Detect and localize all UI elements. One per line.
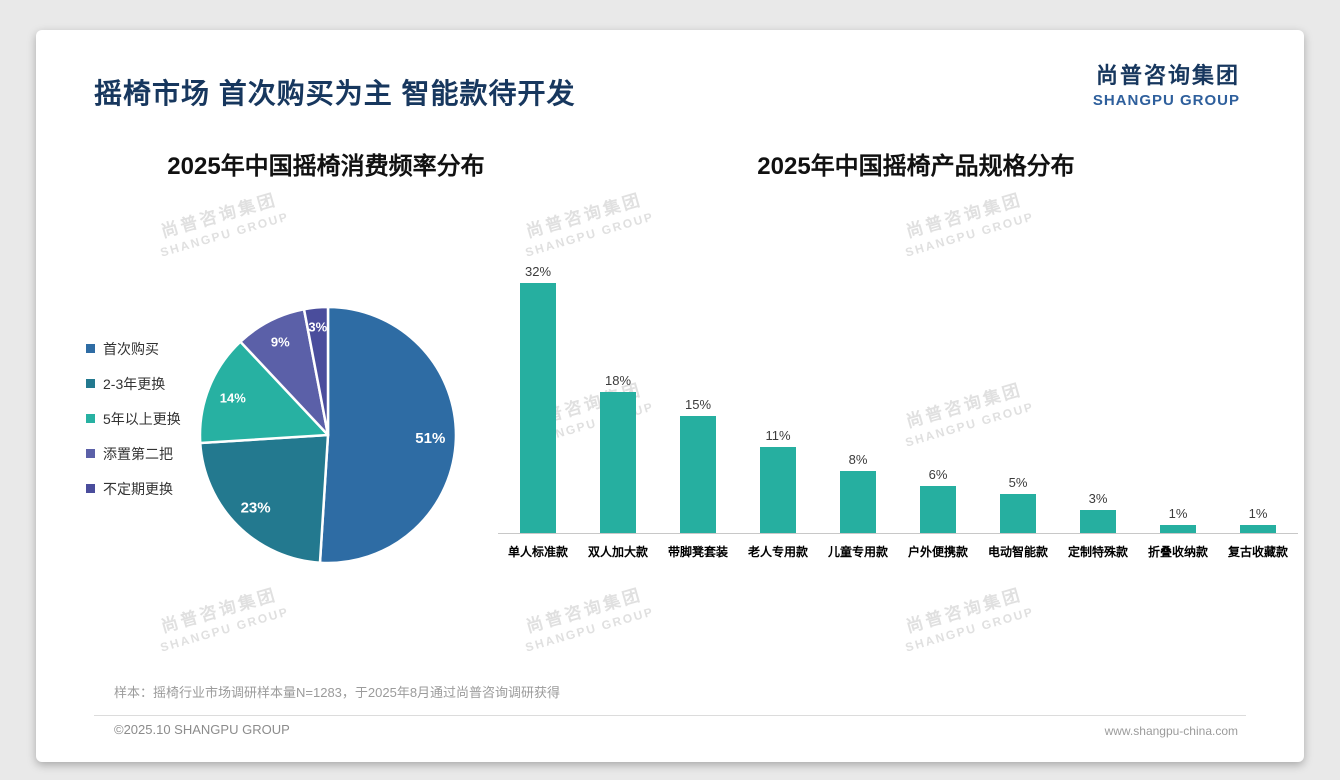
bar-value-label: 1%	[1248, 506, 1268, 522]
pie-slice	[302, 305, 330, 437]
legend-label: 添置第二把	[103, 445, 173, 462]
bar-value-label: 8%	[848, 451, 868, 467]
company-logo: 尚普咨询集团 SHANGPU GROUP	[1093, 58, 1240, 109]
legend-marker	[86, 449, 95, 458]
legend-label: 2-3年更换	[103, 375, 166, 392]
bar-column: 5%	[978, 475, 1058, 533]
legend-marker	[86, 414, 95, 423]
legend-item: 2-3年更换	[86, 366, 181, 401]
bar-category-labels: 单人标准款 双人加大款 带脚凳套装 老人专用款 儿童专用款 户外便携款 电动智能款 定制特殊款…	[498, 534, 1298, 560]
bar-category-label: 双人加大款	[587, 545, 648, 559]
content-layer: 摇椅市场 首次购买为主 智能款待开发 尚普咨询集团 SHANGPU GROUP …	[36, 30, 1304, 762]
legend-label: 5年以上更换	[103, 410, 181, 427]
bar-column: 18%	[578, 373, 658, 533]
copyright-text: ©2025.10 SHANGPU GROUP	[114, 722, 290, 737]
pie-slice	[199, 433, 330, 564]
pie-chart-title: 2025年中国摇椅消费频率分布	[167, 153, 485, 180]
bar	[760, 447, 796, 533]
bar	[520, 283, 556, 533]
legend-item: 首次购买	[86, 331, 181, 366]
legend-marker	[86, 484, 95, 493]
bar-value-label: 32%	[524, 264, 552, 279]
bar-column: 1%	[1218, 506, 1298, 533]
slide-card: 尚普咨询集团 SHANGPU GROUP 尚普咨询集团 SHANGPU GROUP 尚普…	[36, 30, 1304, 762]
bar-columns: 32% 18% 15% 11% 8% 6% 5% 3% 1% 1%	[498, 258, 1298, 534]
logo-english-text: SHANGPU GROUP	[1092, 92, 1240, 109]
pie-slice-label: 9%	[271, 335, 290, 350]
bar-category-label: 复古收藏款	[1227, 545, 1288, 559]
bar	[680, 415, 716, 533]
legend-item: 5年以上更换	[86, 401, 181, 436]
bar-column: 1%	[1138, 506, 1218, 533]
bar	[1080, 509, 1116, 533]
bar-category-label: 单人标准款	[507, 545, 568, 559]
legend-item: 添置第二把	[86, 436, 181, 471]
pie-slice-label: 3%	[308, 320, 327, 335]
pie-slice	[198, 340, 330, 445]
logo-chinese-text: 尚普咨询集团	[1095, 63, 1240, 88]
pie-chart-wrap: 51% 23% 14% 9% 3%	[193, 300, 463, 570]
bar-value-label: 1%	[1168, 506, 1188, 522]
pie-legend: 首次购买 2-3年更换 5年以上更换 添置第二把不定期更换	[86, 331, 181, 506]
bar-category-label: 电动智能款	[987, 545, 1048, 559]
bar	[600, 392, 636, 533]
footer-divider	[94, 715, 1246, 716]
bar-category-label: 儿童专用款	[827, 545, 888, 559]
pie-slice	[318, 305, 458, 565]
legend-label: 首次购买	[103, 340, 159, 357]
bar-column: 15%	[658, 397, 738, 533]
bar-value-label: 3%	[1088, 490, 1108, 506]
bar-category-label: 户外便携款	[907, 545, 968, 559]
bar-category-label: 带脚凳套装	[667, 545, 728, 559]
page-title: 摇椅市场 首次购买为主 智能款待开发	[94, 78, 576, 109]
legend-marker	[86, 379, 95, 388]
bar-column: 3%	[1058, 491, 1138, 533]
bar	[1240, 525, 1276, 533]
bar-column: 8%	[818, 451, 898, 533]
bar-value-label: 11%	[765, 428, 791, 444]
website-link[interactable]: www.shangpu-china.com	[1104, 724, 1238, 738]
bar	[920, 486, 956, 533]
bar-value-label: 5%	[1008, 474, 1028, 490]
bar-value-label: 18%	[604, 373, 632, 389]
pie-slice-label: 51%	[415, 430, 445, 447]
bar-category-label: 折叠收纳款	[1147, 545, 1208, 559]
legend-item: 不定期更换	[86, 471, 181, 506]
pie-slice-label: 23%	[241, 499, 271, 516]
bar-category-label: 老人专用款	[747, 545, 808, 559]
bar-chart: 32% 18% 15% 11% 8% 6% 5% 3% 1% 1% 单人标准款 双人加大款 带脚凳套装…	[498, 258, 1298, 560]
bar	[840, 470, 876, 533]
bar-column: 6%	[898, 467, 978, 533]
bar-value-label: 6%	[928, 467, 948, 483]
bar-chart-title: 2025年中国摇椅产品规格分布	[757, 153, 1075, 180]
pie-slice-label: 14%	[220, 390, 246, 405]
bar	[1160, 525, 1196, 533]
sample-footnote: 样本：摇椅行业市场调研样本量N=1283，于2025年8月通过尚普咨询调研获得	[114, 685, 561, 700]
bar-column: 11%	[738, 428, 818, 533]
bar-category-label: 定制特殊款	[1067, 545, 1128, 559]
bar	[1000, 493, 1036, 533]
legend-marker	[86, 344, 95, 353]
pie-chart: 51% 23% 14% 9% 3%	[198, 305, 458, 565]
legend-label: 不定期更换	[103, 480, 173, 497]
bar-column: 32%	[498, 264, 578, 533]
bar-value-label: 15%	[684, 396, 712, 412]
